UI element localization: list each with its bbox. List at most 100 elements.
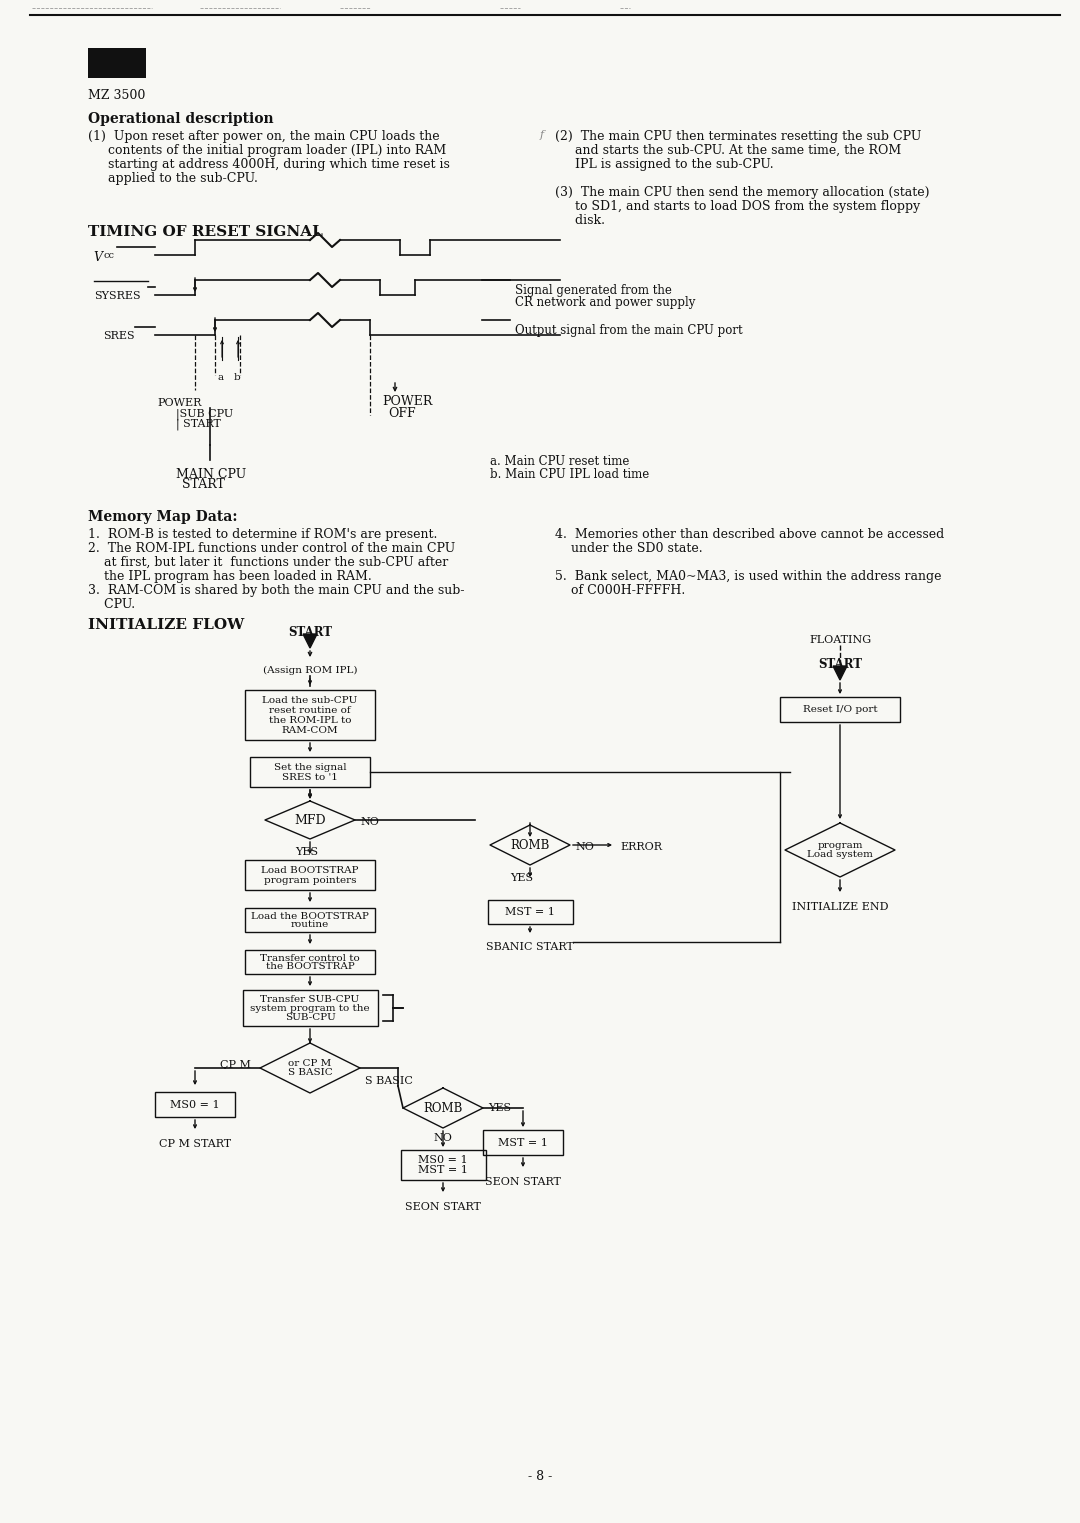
Bar [245,690,375,740]
Bar [245,950,375,975]
Bar [156,1092,235,1116]
Text: f: f [540,129,544,140]
Text: START: START [288,626,332,640]
Text: RAM-COM: RAM-COM [282,725,338,734]
Text: Load the sub-CPU: Load the sub-CPU [262,696,357,705]
Text: MS0 = 1: MS0 = 1 [418,1154,468,1165]
Text: Load the BOOTSTRAP: Load the BOOTSTRAP [251,911,369,920]
Text: the ROM-IPL to: the ROM-IPL to [269,716,351,725]
Bar [245,860,375,889]
Text: |SUB CPU: |SUB CPU [176,408,233,419]
Text: START: START [183,478,225,490]
Text: reset routine of: reset routine of [269,705,351,714]
Text: Operational description: Operational description [87,113,273,126]
Text: MFD: MFD [294,813,326,827]
Text: 3.  RAM-COM is shared by both the main CPU and the sub-: 3. RAM-COM is shared by both the main CP… [87,583,464,597]
Text: (Assign ROM IPL): (Assign ROM IPL) [262,666,357,675]
Text: system program to the: system program to the [251,1004,369,1013]
Text: SEON START: SEON START [405,1202,481,1212]
Polygon shape [833,666,847,679]
Text: V: V [93,251,102,263]
Text: INITIALIZE END: INITIALIZE END [792,902,888,912]
Text: b: b [234,373,241,382]
Text: ROMB: ROMB [511,839,550,851]
Bar [243,990,378,1027]
Bar [245,908,375,932]
Text: 1.  ROM-B is tested to determine if ROM's are present.: 1. ROM-B is tested to determine if ROM's… [87,528,437,541]
Text: routine: routine [291,920,329,929]
Text: S BASIC: S BASIC [287,1068,333,1077]
Text: START: START [818,658,862,672]
Text: CPU.: CPU. [87,599,135,611]
Text: NO: NO [433,1133,451,1142]
Text: disk.: disk. [555,215,605,227]
Text: POWER: POWER [157,398,201,408]
Text: Load system: Load system [807,850,873,859]
Text: a: a [218,373,225,382]
Text: a. Main CPU reset time: a. Main CPU reset time [490,455,630,468]
Text: CP M START: CP M START [159,1139,231,1148]
Text: and starts the sub-CPU. At the same time, the ROM: and starts the sub-CPU. At the same time… [555,145,901,157]
Text: at first, but later it  functions under the sub-CPU after: at first, but later it functions under t… [87,556,448,570]
Text: Signal generated from the: Signal generated from the [515,283,672,297]
Bar [488,900,573,924]
Text: program pointers: program pointers [264,876,356,885]
Text: | START: | START [176,417,221,429]
Text: Output signal from the main CPU port: Output signal from the main CPU port [515,324,743,337]
Text: MST = 1: MST = 1 [418,1165,468,1176]
Text: starting at address 4000H, during which time reset is: starting at address 4000H, during which … [87,158,450,171]
Text: ERROR: ERROR [620,842,662,851]
Text: YES: YES [510,873,534,883]
Text: of C000H-FFFFH.: of C000H-FFFFH. [555,583,685,597]
Text: contents of the initial program loader (IPL) into RAM: contents of the initial program loader (… [87,145,446,157]
Text: CP M: CP M [220,1060,251,1071]
Text: SRES: SRES [103,330,135,341]
Text: YES: YES [295,847,319,857]
Text: (3)  The main CPU then send the memory allocation (state): (3) The main CPU then send the memory al… [555,186,930,200]
Text: NO: NO [360,816,379,827]
Bar [780,698,900,722]
Text: Transfer SUB-CPU: Transfer SUB-CPU [260,995,360,1004]
Text: or CP M: or CP M [288,1060,332,1068]
Bar [249,757,370,787]
Text: b. Main CPU IPL load time: b. Main CPU IPL load time [490,468,649,481]
Text: the BOOTSTRAP: the BOOTSTRAP [266,961,354,970]
Text: SRES to '1: SRES to '1 [282,772,338,781]
Bar [87,49,146,78]
Text: ROMB: ROMB [423,1101,462,1115]
Text: POWER: POWER [382,394,432,408]
Polygon shape [303,634,318,647]
Text: OFF: OFF [388,407,416,420]
Text: SEON START: SEON START [485,1177,561,1186]
Text: TIMING OF RESET SIGNAL: TIMING OF RESET SIGNAL [87,225,323,239]
Text: FLOATING: FLOATING [809,635,872,646]
Text: SYSRES: SYSRES [94,291,140,302]
Text: 5.  Bank select, MA0~MA3, is used within the address range: 5. Bank select, MA0~MA3, is used within … [555,570,942,583]
Text: INITIALIZE FLOW: INITIALIZE FLOW [87,618,244,632]
Text: Load BOOTSTRAP: Load BOOTSTRAP [261,865,359,874]
Text: 4.  Memories other than described above cannot be accessed: 4. Memories other than described above c… [555,528,944,541]
Text: IPL is assigned to the sub-CPU.: IPL is assigned to the sub-CPU. [555,158,773,171]
Bar [401,1150,486,1180]
Text: the IPL program has been loaded in RAM.: the IPL program has been loaded in RAM. [87,570,372,583]
Text: SBANIC START: SBANIC START [486,943,573,952]
Text: applied to the sub-CPU.: applied to the sub-CPU. [87,172,258,184]
Text: MST = 1: MST = 1 [498,1138,548,1147]
Text: MST = 1: MST = 1 [505,908,555,917]
Text: S BASIC: S BASIC [365,1077,413,1086]
Text: - 8 -: - 8 - [528,1470,552,1483]
Text: Memory Map Data:: Memory Map Data: [87,510,238,524]
Text: MS0 = 1: MS0 = 1 [171,1100,220,1109]
Text: (2)  The main CPU then terminates resetting the sub CPU: (2) The main CPU then terminates resetti… [555,129,921,143]
Text: under the SD0 state.: under the SD0 state. [555,542,703,554]
Text: YES: YES [488,1103,511,1113]
Text: Set the signal: Set the signal [273,763,347,772]
Text: (1)  Upon reset after power on, the main CPU loads the: (1) Upon reset after power on, the main … [87,129,440,143]
Text: Reset I/O port: Reset I/O port [802,705,877,714]
Text: to SD1, and starts to load DOS from the system floppy: to SD1, and starts to load DOS from the … [555,200,920,213]
Text: SUB-CPU: SUB-CPU [285,1013,336,1022]
Bar [483,1130,563,1154]
Text: program: program [818,841,863,850]
Text: Transfer control to: Transfer control to [260,953,360,963]
Text: cc: cc [103,251,114,260]
